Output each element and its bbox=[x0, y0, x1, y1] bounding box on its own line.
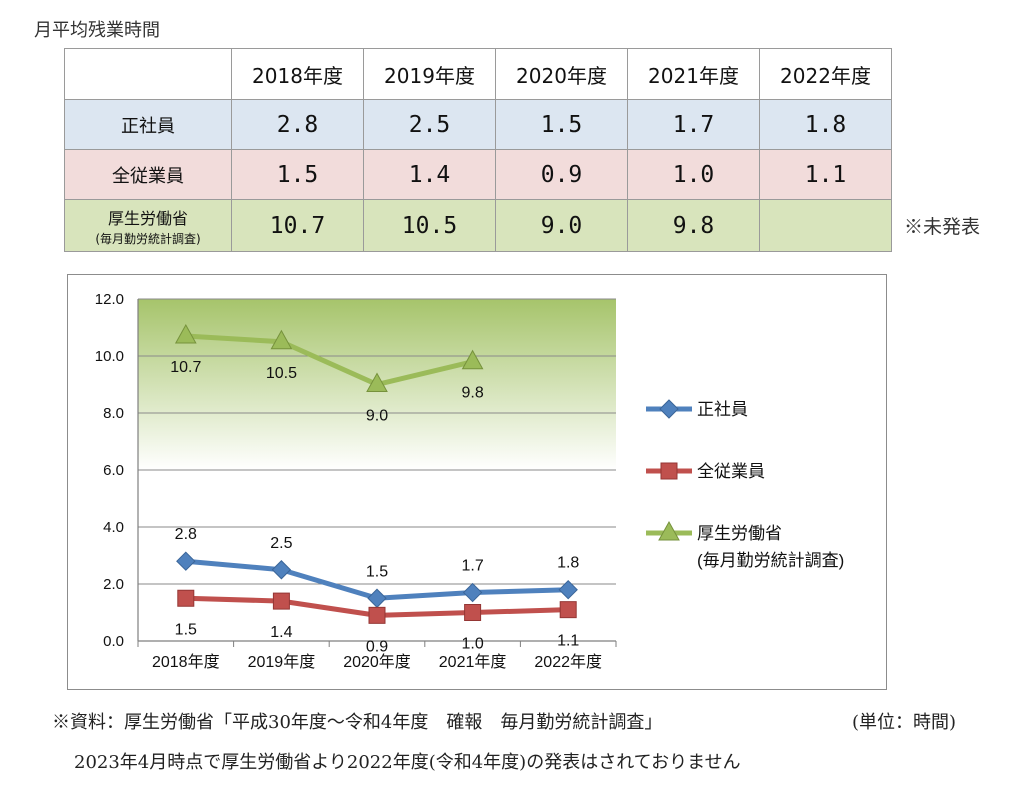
square-marker bbox=[368, 606, 386, 624]
row-sublabel: (毎月勤労統計調査) bbox=[95, 231, 201, 246]
table-cell: 10.5 bbox=[363, 199, 496, 252]
diamond-marker bbox=[271, 560, 292, 580]
legend-label: 厚生労働省 bbox=[697, 524, 782, 543]
triangle-marker bbox=[270, 329, 293, 350]
legend-item: 正社員 bbox=[646, 399, 748, 419]
square-marker bbox=[559, 601, 577, 619]
x-tick-label: 2022年度 bbox=[534, 653, 602, 671]
data-label: 1.4 bbox=[270, 624, 292, 641]
legend-label: 全従業員 bbox=[697, 462, 765, 481]
triangle-marker bbox=[366, 372, 388, 392]
square-marker bbox=[660, 462, 678, 480]
y-tick-label: 6.0 bbox=[103, 462, 124, 479]
data-label: 9.0 bbox=[366, 408, 388, 425]
diamond-marker bbox=[659, 399, 679, 419]
data-label: 2.8 bbox=[175, 526, 197, 543]
row-label: 厚生労働省 bbox=[107, 208, 188, 228]
footnote-note: 2023年4月時点で厚生労働省より2022年度(令和4年度)の発表はされておりま… bbox=[74, 752, 741, 773]
square-marker bbox=[272, 592, 290, 610]
y-tick-label: 12.0 bbox=[95, 291, 124, 308]
unreleased-note: ※未発表 bbox=[904, 216, 981, 238]
row-label: 正社員 bbox=[64, 99, 232, 150]
data-label: 0.9 bbox=[366, 638, 388, 655]
legend-item: 厚生労働省 (毎月勤労統計調査) bbox=[646, 520, 844, 570]
table-row: 正社員 2.8 2.5 1.5 1.7 1.8 bbox=[64, 99, 892, 150]
table-header-cell: 2020年度 bbox=[495, 48, 628, 100]
chart-frame: 0.0 2.0 4.0 6.0 8.0 10.0 12.0 2018年度 2019年度 2020年… bbox=[67, 274, 887, 690]
table-cell: 1.5 bbox=[231, 149, 364, 200]
triangle-marker bbox=[174, 324, 197, 344]
y-tick-label: 2.0 bbox=[103, 576, 124, 593]
table-header-cell: 2021年度 bbox=[627, 48, 760, 100]
table-cell: 9.0 bbox=[495, 199, 628, 252]
y-tick-label: 8.0 bbox=[103, 405, 124, 422]
diamond-marker bbox=[462, 582, 483, 603]
data-label: 1.5 bbox=[366, 563, 388, 580]
data-label: 9.8 bbox=[461, 385, 483, 402]
data-label: 10.5 bbox=[266, 365, 297, 382]
data-label: 1.0 bbox=[461, 636, 483, 653]
row-label: 全従業員 bbox=[64, 149, 232, 200]
table-row: 厚生労働省 (毎月勤労統計調査) 10.7 10.5 9.0 9.8 bbox=[64, 199, 892, 252]
series-2: 1.5 1.4 0.9 1.0 1.1 bbox=[175, 589, 579, 655]
y-tick-label: 10.0 bbox=[95, 348, 124, 365]
footnote-unit: (単位：時間) bbox=[852, 712, 957, 733]
square-marker bbox=[464, 604, 482, 621]
table-cell: 1.8 bbox=[759, 99, 892, 150]
x-tick-label: 2021年度 bbox=[439, 653, 507, 671]
table-cell bbox=[759, 199, 892, 252]
series-line bbox=[185, 333, 474, 387]
diamond-marker bbox=[558, 579, 578, 600]
x-tick-label: 2020年度 bbox=[343, 653, 411, 671]
legend-label: 正社員 bbox=[697, 400, 748, 419]
diamond-marker bbox=[367, 588, 387, 608]
table-cell: 2.5 bbox=[363, 99, 496, 150]
diamond-marker bbox=[176, 551, 196, 571]
data-label: 10.7 bbox=[170, 359, 201, 376]
legend-label-line2: (毎月勤労統計調査) bbox=[697, 551, 844, 570]
triangle-marker bbox=[658, 520, 680, 541]
legend-item: 全従業員 bbox=[646, 462, 765, 481]
table-cell: 1.1 bbox=[759, 149, 892, 200]
page-title: 月平均残業時間 bbox=[34, 20, 160, 41]
x-tick-label: 2018年度 bbox=[152, 653, 220, 671]
triangle-marker bbox=[461, 349, 484, 370]
data-label: 1.8 bbox=[557, 555, 579, 572]
table-cell: 1.7 bbox=[627, 99, 760, 150]
table-cell: 1.4 bbox=[363, 149, 496, 200]
line-chart: 0.0 2.0 4.0 6.0 8.0 10.0 12.0 2018年度 2019年度 2020年… bbox=[95, 291, 845, 671]
table-row: 全従業員 1.5 1.4 0.9 1.0 1.1 bbox=[64, 149, 892, 200]
table-cell: 1.5 bbox=[495, 99, 628, 150]
y-tick-label: 0.0 bbox=[103, 633, 124, 650]
table-corner-cell bbox=[64, 48, 232, 100]
table-cell: 10.7 bbox=[231, 199, 364, 252]
table-cell: 9.8 bbox=[627, 199, 760, 252]
series-1: 2.8 2.5 1.5 1.7 1.8 bbox=[175, 526, 579, 608]
x-tick-label: 2019年度 bbox=[248, 653, 316, 671]
square-marker bbox=[177, 589, 195, 607]
row-label-group: 厚生労働省 (毎月勤労統計調査) bbox=[64, 199, 232, 252]
data-label: 1.7 bbox=[461, 558, 483, 575]
data-label: 1.1 bbox=[557, 633, 579, 650]
overtime-table: 2018年度 2019年度 2020年度 2021年度 2022年度 正社員 2… bbox=[64, 48, 892, 252]
table-cell: 0.9 bbox=[495, 149, 628, 200]
table-header-cell: 2019年度 bbox=[363, 48, 496, 100]
data-label: 1.5 bbox=[175, 621, 197, 638]
table-header-cell: 2022年度 bbox=[759, 48, 892, 100]
series-3: 10.7 10.5 9.0 9.8 bbox=[170, 324, 484, 425]
y-tick-label: 4.0 bbox=[103, 519, 124, 536]
table-header-cell: 2018年度 bbox=[231, 48, 364, 100]
data-label: 2.5 bbox=[270, 535, 292, 552]
table-cell: 2.8 bbox=[231, 99, 364, 150]
table-cell: 1.0 bbox=[627, 149, 760, 200]
footnote-source: ※資料：厚生労働省「平成30年度～令和4年度 確報 毎月勤労統計調査」 bbox=[52, 712, 663, 733]
table-header-row: 2018年度 2019年度 2020年度 2021年度 2022年度 bbox=[64, 48, 892, 100]
